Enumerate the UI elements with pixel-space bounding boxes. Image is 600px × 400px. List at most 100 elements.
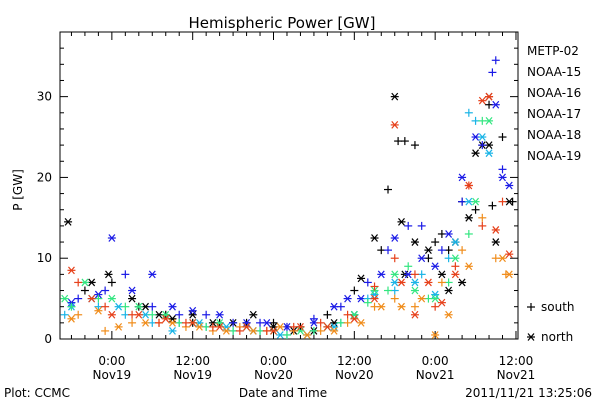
north-point [464, 197, 473, 206]
north-point [505, 270, 514, 279]
south-point [471, 116, 480, 125]
north-point [188, 310, 197, 319]
north-point [458, 173, 467, 182]
north-point [478, 133, 487, 141]
x-tick-label-date: Nov21 [416, 368, 455, 382]
north-point [357, 274, 366, 283]
south-point [175, 318, 184, 327]
north-point [330, 327, 339, 335]
south-point [256, 326, 265, 335]
north-point [444, 310, 453, 319]
data-points [60, 56, 517, 339]
south-point [394, 137, 403, 146]
north-point [155, 310, 164, 319]
north-point [417, 294, 426, 303]
north-point [485, 141, 494, 149]
south-point [464, 108, 473, 117]
x-tick-label-date: Nov21 [497, 368, 536, 382]
south-point [256, 318, 265, 327]
north-point [370, 290, 379, 299]
x-tick-label-time: 12:00 [499, 354, 534, 368]
north-point [343, 294, 352, 303]
south-point [202, 310, 211, 319]
south-point [74, 278, 83, 287]
south-point [60, 310, 69, 319]
plot-frame [59, 31, 519, 340]
legend-entry: NOAA-15 [527, 65, 581, 79]
north-point [67, 314, 76, 323]
north-point [168, 318, 177, 327]
south-point [269, 318, 278, 327]
south-point [181, 318, 190, 327]
south-point [384, 286, 393, 295]
north-point [464, 213, 473, 222]
south-point [309, 314, 318, 323]
north-point [357, 294, 366, 303]
plot-credit: Plot: CCMC [4, 386, 70, 400]
south-point [343, 310, 352, 319]
north-point [485, 116, 494, 125]
north-point [87, 278, 96, 287]
north-point [377, 302, 386, 311]
north-point [141, 302, 150, 311]
north-point [107, 294, 116, 303]
north-point [67, 266, 76, 275]
north-point [491, 238, 500, 246]
south-point [121, 270, 130, 279]
south-point [350, 286, 359, 295]
south-point [74, 310, 83, 319]
north-point [168, 327, 177, 335]
north-point [397, 217, 406, 226]
north-point [87, 294, 96, 303]
north-point [431, 294, 440, 303]
north-point [478, 96, 487, 105]
legend-entry: NOAA-17 [527, 107, 581, 121]
south-point [491, 254, 500, 263]
north-point [471, 149, 480, 158]
symbol-legend-marker [527, 303, 535, 311]
north-point [370, 286, 379, 295]
north-point [148, 270, 157, 279]
south-point [404, 221, 413, 230]
south-point [488, 201, 497, 210]
south-point [336, 318, 345, 327]
south-point [478, 116, 487, 125]
x-axis-label: Date and Time [239, 386, 327, 400]
north-point [262, 318, 271, 327]
south-point [208, 322, 217, 331]
axis-ticks: 01020300:00Nov1912:00Nov190:00Nov2012:00… [37, 32, 536, 382]
north-point [505, 197, 514, 206]
north-point [276, 322, 285, 331]
north-point [249, 310, 258, 319]
south-point [471, 205, 480, 214]
south-point [437, 278, 446, 287]
chart-title: Hemispheric Power [GW] [189, 14, 376, 32]
north-point [357, 318, 366, 327]
south-point [390, 286, 399, 295]
south-point [451, 262, 460, 271]
north-point [107, 310, 116, 319]
south-point [410, 141, 419, 150]
north-point [471, 197, 480, 206]
south-point [370, 302, 379, 311]
south-point [488, 68, 497, 77]
x-tick-label-date: Nov20 [335, 368, 374, 382]
north-point [195, 322, 204, 331]
north-point [505, 181, 514, 190]
symbol-legend-label: south [541, 300, 575, 314]
south-point [336, 302, 345, 311]
south-point [498, 165, 507, 174]
south-point [458, 246, 467, 255]
y-tick-label: 0 [44, 332, 52, 346]
south-point [384, 185, 393, 194]
symbol-legend-marker [527, 333, 535, 341]
north-point [64, 217, 73, 226]
north-point [141, 310, 150, 319]
south-point [458, 197, 467, 206]
north-point [107, 234, 116, 242]
south-point [101, 286, 110, 295]
north-point [397, 302, 406, 311]
x-tick-label-time: 0:00 [260, 354, 287, 368]
legend-entry: NOAA-18 [527, 128, 581, 142]
